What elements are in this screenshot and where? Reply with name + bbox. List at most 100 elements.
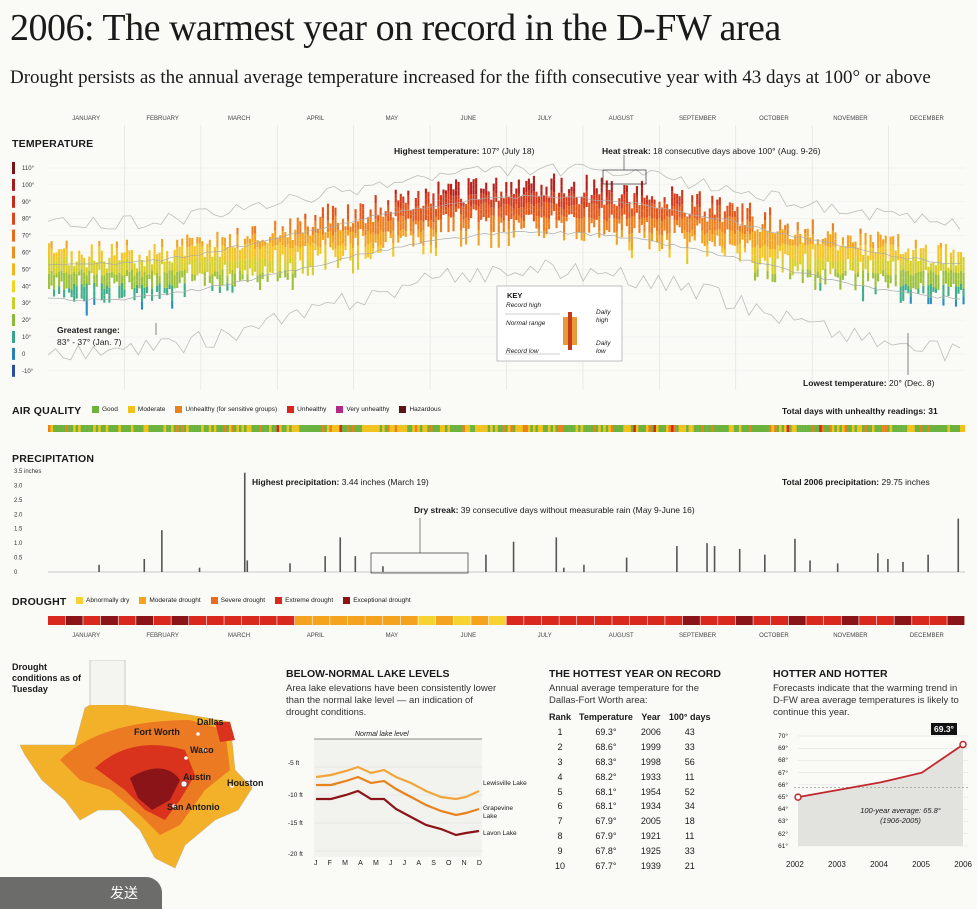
air-quality-day [442,425,446,432]
temp-day-bar [522,207,525,215]
temp-day-bar [394,189,397,195]
air-quality-day [801,425,805,432]
temp-day-bar [103,275,106,283]
temp-day-bar [301,253,304,260]
temp-color-tick [12,331,15,343]
send-button[interactable]: 发送 [0,877,162,909]
temp-day-bar [409,222,412,228]
air-quality-day [829,425,833,432]
temp-tick-label: 30° [22,301,32,307]
temp-day-bar [73,271,76,278]
temp-day-bar [580,225,583,234]
temp-day-bar [801,262,804,270]
temp-tick-label: 10° [22,335,32,341]
temp-day-bar [769,223,772,233]
temp-day-bar [70,251,73,259]
temp-day-bar [851,242,855,248]
temp-day-bar [299,240,302,248]
air-quality-day [58,425,61,432]
table-cell: 68.2° [595,771,617,782]
air-quality-day [608,425,611,432]
temp-day-bar [831,223,834,231]
temp-day-bar [648,216,651,225]
temp-day-bar [917,271,920,278]
temp-day-bar [824,245,827,254]
temp-day-bar [927,266,930,273]
air-quality-day [254,425,257,432]
temp-day-bar [414,211,417,216]
temp-day-bar [764,228,767,237]
temp-day-bar [633,193,636,199]
temp-day-bar [603,209,606,215]
temp-day-bar [841,258,845,266]
temp-day-bar [178,271,181,278]
temp-day-bar [326,226,329,233]
temp-day-bar [811,234,814,240]
drought-week [48,616,66,625]
temp-day-bar [831,245,834,254]
temp-day-bar [457,186,460,191]
temp-day-bar [231,285,234,293]
air-quality-day [924,425,928,432]
temp-day-bar [248,238,252,244]
temp-day-bar [409,214,412,219]
temp-day-bar [233,280,237,287]
air-quality-day [628,425,632,432]
temp-day-bar [100,291,103,300]
temp-day-bar [648,207,651,217]
temp-day-bar [696,220,699,226]
temp-day-bar [859,234,862,240]
temp-day-bar [166,280,169,288]
temp-day-bar [301,239,304,247]
temp-day-bar [558,215,561,221]
temp-day-bar [477,214,480,223]
temp-day-bar [228,247,231,254]
temp-day-bar [595,198,598,205]
temp-day-bar [769,207,772,216]
temp-day-bar [703,217,706,224]
temp-day-bar [555,224,558,229]
temp-day-bar [686,240,689,249]
air-quality-day [904,425,908,432]
precip-bar [836,563,839,572]
temp-day-bar [460,238,463,247]
temp-day-bar [746,213,749,220]
temp-day-bar [193,263,196,270]
temp-day-bar [135,276,139,281]
temp-day-bar [492,191,495,200]
temp-day-bar [826,246,829,252]
air-quality-day [663,425,667,432]
temp-day-bar [387,200,390,206]
temp-day-bar [733,234,736,240]
air-quality-day [836,425,840,432]
air-quality-day [482,425,486,432]
temp-day-bar [221,245,224,254]
temp-day-bar [758,231,762,238]
temp-day-bar [399,201,402,209]
lake-x-tick-11: D [476,860,482,867]
temp-day-bar [321,212,324,219]
temp-day-bar [341,249,345,257]
temp-day-bar [821,259,824,265]
temp-day-bar [73,289,76,296]
temp-day-bar [796,263,799,272]
temp-day-bar [713,220,716,226]
temp-day-bar [558,201,561,207]
temp-day-bar [163,277,166,283]
air-quality-day [223,425,227,432]
air-quality-day [758,425,762,432]
temp-day-bar [944,263,948,271]
temp-day-bar [522,221,525,228]
temp-day-bar [671,196,674,202]
air-quality-day [95,425,99,432]
temp-day-bar [806,253,809,262]
temp-day-bar [899,254,902,263]
table-cell: 1998 [640,756,661,767]
air-quality-day [103,425,106,432]
temp-day-bar [447,183,450,192]
temp-day-bar [861,254,865,263]
temp-day-bar [281,230,284,236]
temp-day-bar [507,204,510,214]
temp-day-bar [316,242,319,247]
temp-day-bar [678,222,681,228]
